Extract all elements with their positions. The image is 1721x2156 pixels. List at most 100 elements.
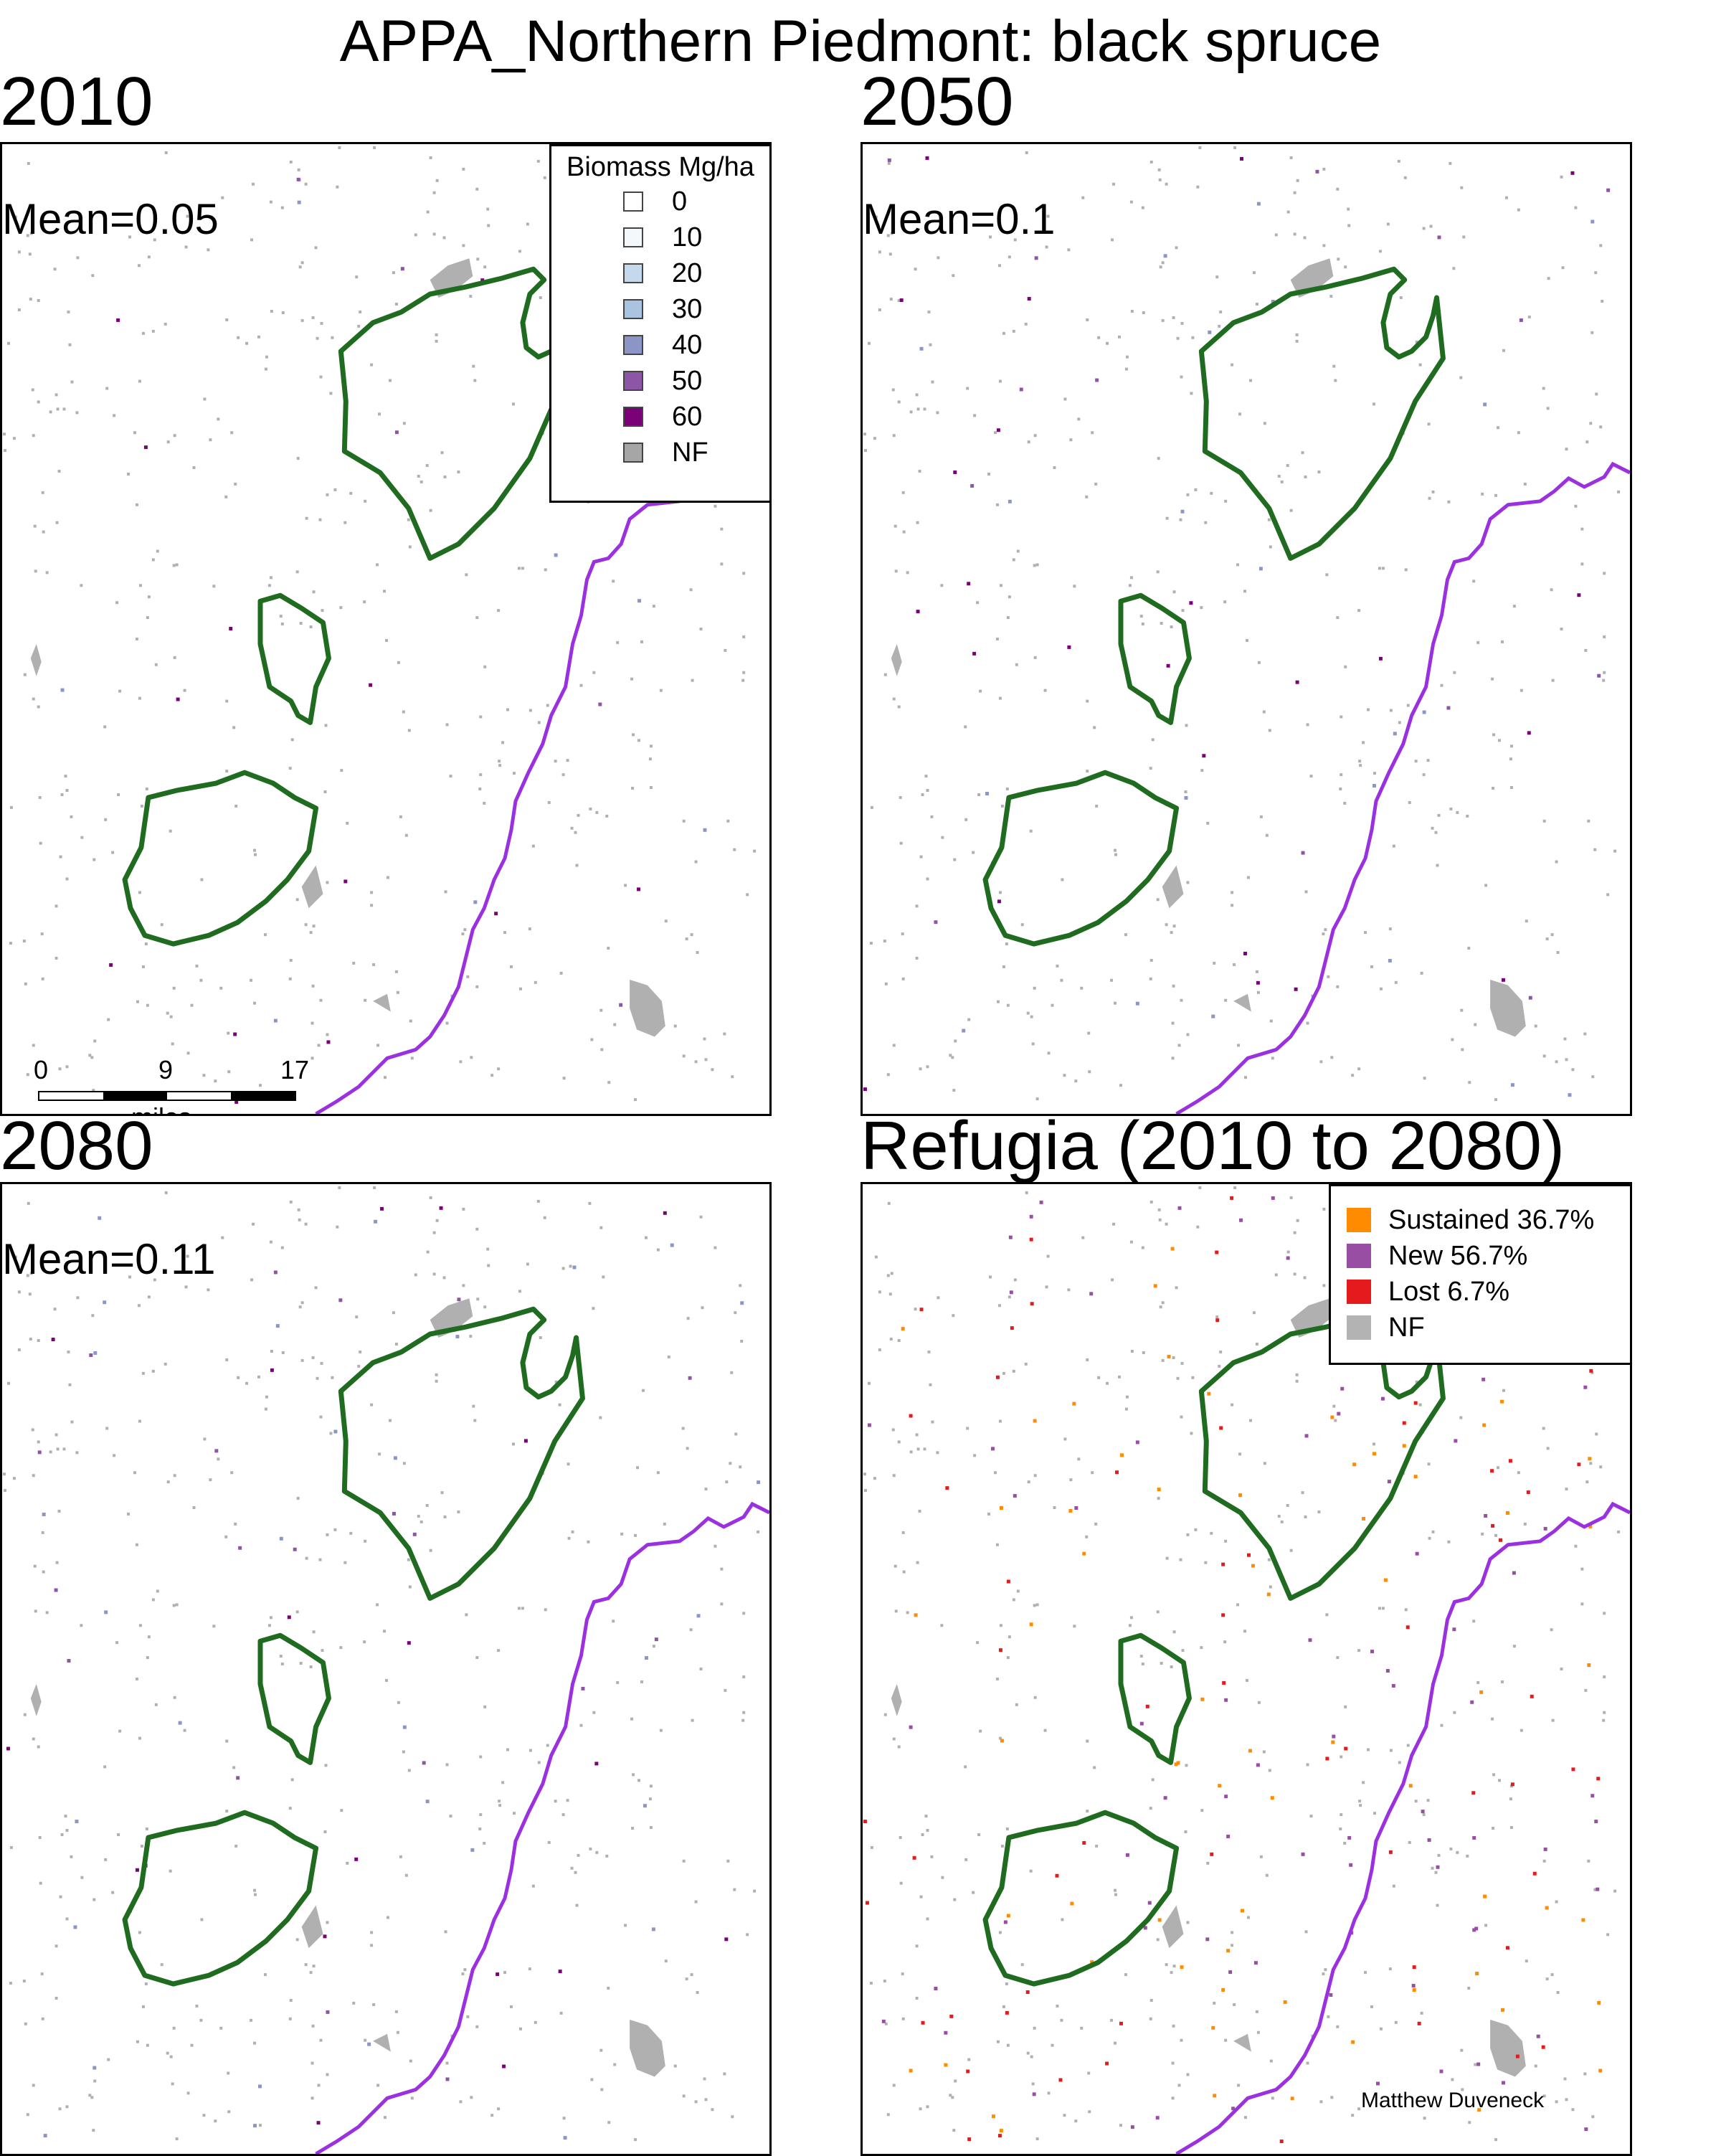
nonforest-cell (42, 530, 45, 534)
nonforest-cell (973, 414, 977, 417)
nonforest-cell (1094, 1522, 1098, 1526)
nonforest-cell (1224, 2038, 1228, 2042)
nonforest-cell (1243, 590, 1246, 593)
nonforest-cell (1194, 1528, 1198, 1531)
biomass-cell (275, 1324, 280, 1328)
refugia-legend-label: Lost 6.7% (1388, 1277, 1509, 1307)
nonforest-cell (713, 1544, 717, 1548)
refugia-cell (1502, 2081, 1505, 2085)
nonforest-cell (58, 2107, 62, 2111)
nonforest-cell (316, 336, 319, 340)
nonforest-cell (1246, 1916, 1250, 1919)
nonforest-cell (1603, 671, 1606, 674)
nonforest-cell (378, 412, 381, 416)
biomass-cell (178, 1721, 182, 1725)
nonforest-cell (1415, 340, 1418, 344)
nonforest-cell (1033, 2026, 1036, 2030)
refugia-cell (1005, 2010, 1009, 2015)
nonforest-cell (1177, 1044, 1181, 1047)
nonforest-cell (952, 1089, 956, 1092)
nonforest-cell (32, 1474, 35, 1477)
biomass-legend-item: 50 (623, 363, 769, 399)
nonforest-cell (1322, 1284, 1326, 1287)
nonforest-cell (383, 590, 386, 593)
nonforest-cell (891, 1428, 895, 1432)
nonforest-cell (999, 1624, 1002, 1627)
nonforest-cell (1613, 849, 1617, 853)
refugia-legend-item: Lost 6.7% (1347, 1274, 1630, 1310)
nonforest-cell (1223, 600, 1227, 604)
nonforest-cell (690, 933, 693, 937)
nonforest-cell (1509, 1826, 1513, 1830)
nonforest-cell (919, 1895, 923, 1899)
biomass-cell (279, 1536, 283, 1541)
nonforest-cell (1437, 813, 1441, 817)
nonforest-cell (23, 673, 27, 676)
nonforest-cell (310, 2096, 314, 2100)
nonforest-cell (1422, 1813, 1426, 1817)
refugia-cell (1405, 1625, 1410, 1630)
nonforest-cell (146, 2043, 149, 2047)
nonforest-cell (1033, 564, 1036, 567)
nonforest-cell (171, 1042, 174, 1046)
nonforest-cell (1403, 176, 1407, 179)
nonforest-cell (1280, 480, 1284, 483)
nonforest-cell (892, 697, 896, 701)
nonforest-cell (127, 472, 131, 476)
nonforest-cell (147, 1635, 151, 1639)
nonforest-cell (476, 257, 480, 261)
nonforest-cell (1061, 878, 1064, 881)
nonforest-cell (355, 1315, 359, 1319)
nonforest-cell (319, 998, 323, 1002)
nonforest-cell (1309, 775, 1313, 778)
nonforest-cell (1267, 518, 1271, 521)
nonforest-cell (107, 1018, 110, 1021)
nonforest-cell (117, 1833, 120, 1836)
nonforest-cell (878, 1290, 881, 1294)
nonforest-cell (169, 1015, 173, 1018)
nonforest-cell (183, 1729, 186, 1732)
nonforest-cell (38, 795, 42, 799)
nonforest-cell (753, 1889, 757, 1893)
nonforest-cell (65, 1917, 69, 1921)
biomass-cell (1208, 330, 1212, 334)
park-boundary-middle (1118, 592, 1192, 725)
nonforest-cell (93, 1898, 96, 1901)
nonforest-cell (37, 705, 40, 709)
nonforest-patch (1290, 1298, 1334, 1338)
nonforest-cell (1367, 1748, 1370, 1751)
nonforest-cell (1200, 1646, 1203, 1650)
nonforest-cell (1426, 1799, 1430, 1802)
nonforest-cell (151, 1369, 155, 1373)
nonforest-cell (1172, 1964, 1176, 1968)
biomass-cell (326, 2010, 330, 2014)
biomass-cell (297, 200, 301, 204)
nonforest-cell (682, 1054, 686, 1058)
nonforest-cell (404, 833, 408, 837)
refugia-cell (1304, 1434, 1309, 1438)
nonforest-cell (1056, 964, 1059, 968)
nonforest-cell (921, 1833, 924, 1836)
nonforest-cell (1517, 208, 1520, 212)
nonforest-cell (402, 422, 406, 425)
nonforest-cell (1534, 1024, 1537, 1028)
nonforest-cell (1060, 978, 1063, 982)
refugia-cell (1536, 2034, 1540, 2038)
nonforest-cell (995, 1543, 999, 1546)
nonforest-cell (1063, 1074, 1066, 1077)
nonforest-cell (288, 977, 292, 980)
nonforest-cell (1392, 1884, 1395, 1888)
nonforest-cell (289, 958, 293, 962)
nonforest-cell (234, 804, 238, 808)
nonforest-cell (1005, 1982, 1008, 1986)
nonforest-cell (483, 265, 487, 269)
nonforest-patch (1162, 865, 1184, 909)
nonforest-cell (1449, 1847, 1453, 1850)
nonforest-cell (1351, 2114, 1355, 2117)
nonforest-cell (290, 1778, 294, 1782)
nonforest-cell (1550, 933, 1554, 937)
refugia-cell (1006, 1579, 1010, 1584)
nonforest-cell (449, 775, 452, 778)
nonforest-cell (1268, 1769, 1271, 1772)
nonforest-cell (9, 1982, 12, 1985)
